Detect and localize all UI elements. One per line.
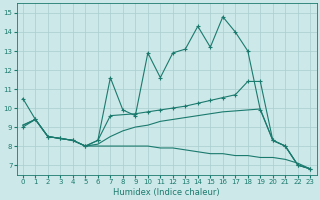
X-axis label: Humidex (Indice chaleur): Humidex (Indice chaleur)	[113, 188, 220, 197]
